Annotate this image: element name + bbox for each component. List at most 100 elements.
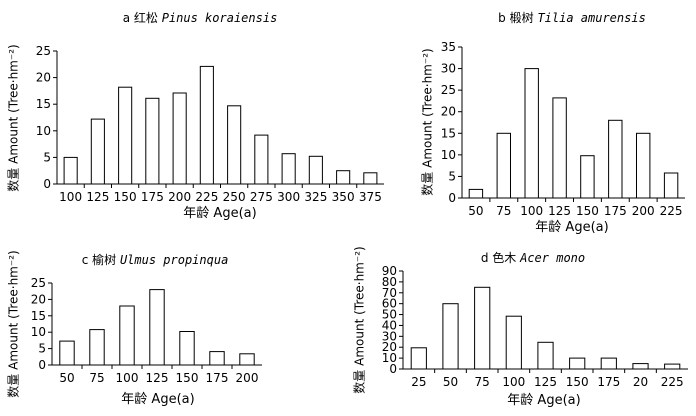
x-tick-label: 75 [475, 375, 490, 389]
y-tick-label: 30 [382, 329, 397, 343]
x-tick-label: 200 [236, 371, 259, 385]
y-tick-label: 5 [38, 342, 46, 356]
bar-100 [63, 156, 78, 185]
y-tick-label: 15 [31, 309, 46, 323]
panel-letter: a [123, 11, 134, 25]
x-tick-label: 175 [141, 190, 164, 204]
x-tick-label: 50 [468, 204, 483, 218]
y-tick-label: 70 [382, 286, 397, 300]
title-latin: Ulmus propinqua [120, 253, 228, 267]
title-chinese: 红松 [134, 10, 162, 25]
y-tick-label: 10 [382, 351, 397, 365]
chart-panel-a: a 红松 Pinus koraiensis 0 5 10 15 20 25 100 125 150… [6, 10, 384, 221]
chart-title: c 榆树 Ulmus propinqua [82, 252, 229, 267]
x-tick-label: 100 [502, 375, 525, 389]
title-latin: Acer mono [519, 251, 585, 265]
y-tick-label: 0 [389, 362, 397, 376]
x-tick-label: 150 [566, 375, 589, 389]
y-tick-label: 10 [441, 148, 456, 162]
title-chinese: 榆树 [92, 252, 120, 267]
title-chinese: 色木 [492, 251, 520, 265]
bar-50 [468, 188, 484, 199]
bar-75 [89, 329, 105, 366]
bar-300 [281, 153, 296, 185]
bar-100 [524, 68, 539, 199]
title-latin: Pinus koraiensis [162, 11, 278, 25]
y-tick-label: 0 [43, 177, 51, 191]
bar-50 [59, 340, 75, 366]
bar-200 [172, 92, 187, 185]
x-tick-label: 375 [359, 190, 382, 204]
y-tick-label: 35 [441, 40, 456, 54]
bar-125 [537, 341, 554, 370]
bar-200 [636, 132, 651, 199]
x-tick-label: 325 [304, 190, 327, 204]
x-tick-label: 25 [411, 375, 426, 389]
bar-225 [199, 65, 214, 185]
x-tick-label: 75 [89, 371, 104, 385]
y-tick-label: 80 [382, 275, 397, 289]
bar-200 [239, 353, 255, 366]
y-tick-label: 20 [441, 105, 456, 119]
x-tick-label: 200 [632, 204, 655, 218]
x-tick-label: 150 [176, 371, 199, 385]
y-axis-label: 数量 Amount (Tree·hm⁻²) [6, 44, 21, 191]
chart-panel-b: b 椴树 Tilia amurensis 0 5 10 15 20 25 30 35 50 75 10… [420, 10, 685, 235]
bar-150 [118, 86, 133, 185]
bar-125 [552, 97, 567, 199]
bar-50 [442, 303, 459, 370]
x-tick-label: 225 [660, 204, 683, 218]
bar-25 [410, 347, 427, 370]
bar-350 [336, 170, 351, 185]
x-axis-label: 年龄 Age(a) [183, 206, 256, 221]
bar-150 [580, 155, 595, 199]
y-tick-label: 15 [441, 126, 456, 140]
y-tick-label: 20 [382, 340, 397, 354]
y-tick-label: 0 [448, 191, 456, 205]
x-tick-label: 50 [443, 375, 458, 389]
bar-275 [254, 134, 269, 185]
bar-100 [119, 305, 135, 366]
panel-letter: c [82, 253, 92, 267]
bar-225 [663, 172, 679, 199]
x-tick-label: 125 [86, 190, 109, 204]
x-tick-label: 225 [661, 375, 684, 389]
bar-150 [179, 331, 195, 366]
x-tick-label: 50 [59, 371, 74, 385]
y-tick-label: 40 [382, 318, 397, 332]
y-tick-label: 90 [382, 264, 397, 278]
x-tick-label: 175 [206, 371, 229, 385]
bar-375 [363, 172, 378, 185]
y-tick-label: 10 [31, 325, 46, 339]
y-tick-label: 20 [36, 71, 51, 85]
x-tick-label: 275 [250, 190, 273, 204]
bar-125 [90, 118, 105, 185]
x-tick-label: 125 [534, 375, 557, 389]
y-axis-label: 数量 Amount (Tree·hm⁻²) [6, 250, 21, 397]
bar-125 [149, 289, 165, 366]
x-tick-label: 175 [604, 204, 627, 218]
y-tick-label: 25 [31, 276, 46, 290]
x-axis-label: 年龄 Age(a) [507, 393, 580, 408]
panel-letter: b [498, 11, 509, 25]
x-tick-label: 225 [195, 190, 218, 204]
x-tick-label: 100 [59, 190, 82, 204]
y-tick-label: 60 [382, 297, 397, 311]
bar-150 [569, 357, 586, 370]
x-tick-label: 350 [332, 190, 355, 204]
chart-panel-c: c 榆树 Ulmus propinqua 0 5 10 15 20 25 50 75 100 125… [6, 250, 262, 407]
bar-325 [308, 155, 323, 185]
x-tick-label: 200 [168, 190, 191, 204]
y-tick-label: 0 [38, 358, 46, 372]
y-tick-label: 25 [441, 83, 456, 97]
panel-letter: d [481, 251, 492, 265]
x-tick-label: 100 [116, 371, 139, 385]
bar-20 [632, 363, 649, 370]
chart-title: d 色木 Acer mono [481, 251, 585, 265]
x-tick-label: 250 [223, 190, 246, 204]
y-tick-label: 50 [382, 308, 397, 322]
y-tick-label: 20 [31, 292, 46, 306]
y-tick-label: 15 [36, 97, 51, 111]
x-tick-label: 75 [496, 204, 511, 218]
